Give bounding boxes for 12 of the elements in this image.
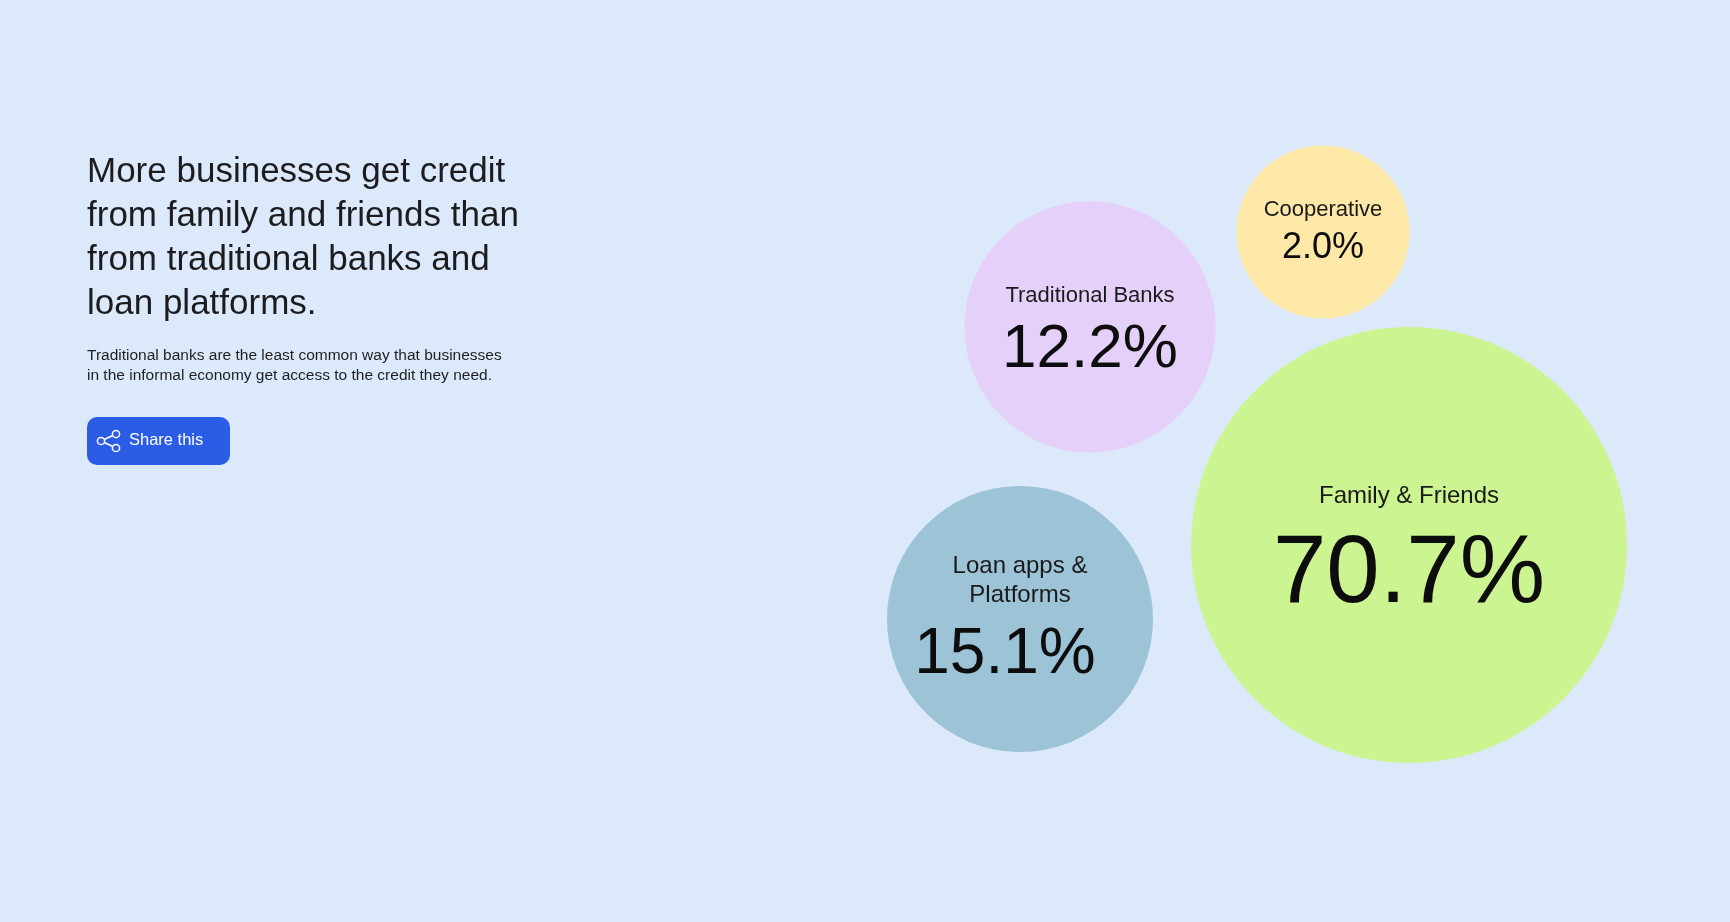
- data-label: 70.7%: [1272, 515, 1546, 623]
- text: Traditional banks are the least common way that businesses in the informal economy get access to the credit they need.: [87, 346, 502, 383]
- text: More businesses get credit from family and friends than from traditional banks and loan platforms.: [87, 150, 519, 321]
- category-label: Loan apps & Platforms: [952, 551, 1088, 608]
- category-label: Traditional Banks: [1005, 281, 1175, 307]
- share-button[interactable]: [87, 417, 230, 465]
- data-label: 2.0%: [1281, 224, 1365, 266]
- data-label: 12.2%: [1002, 311, 1178, 381]
- category-label: Family & Friends: [1318, 481, 1500, 509]
- text: Share this: [129, 430, 204, 449]
- data-label: 15.1%: [914, 614, 1096, 687]
- category-label: Cooperative: [1263, 195, 1383, 221]
